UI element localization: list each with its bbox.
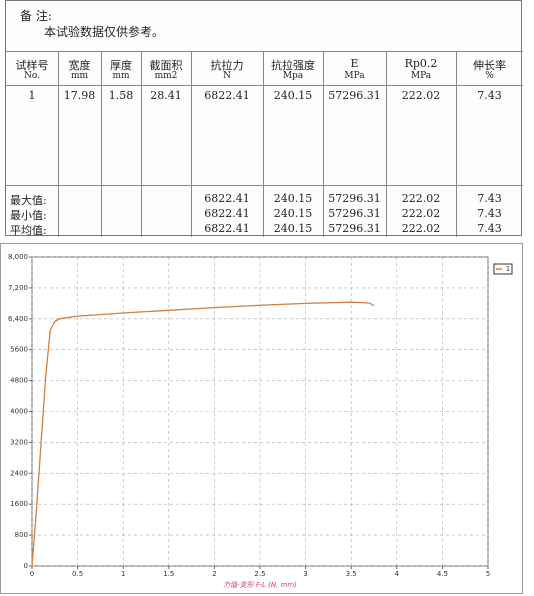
y-tick-label: 4800 — [10, 377, 28, 385]
column-header: 试样号 — [15, 59, 49, 72]
stat-value: 222.02 — [401, 207, 441, 220]
y-tick-label: 6,400 — [8, 315, 28, 323]
row-line — [6, 51, 523, 52]
column-header: 宽度 — [68, 59, 91, 72]
stat-label: 平均值: — [10, 224, 47, 237]
table-cell: 57296.31 — [328, 89, 381, 102]
y-tick-label: 800 — [15, 531, 28, 539]
x-tick-label: 4.5 — [437, 570, 448, 578]
x-tick-label: 0 — [30, 570, 34, 578]
stat-value: 7.43 — [477, 207, 502, 220]
stat-value: 6822.41 — [204, 207, 250, 220]
y-tick-label: 4000 — [10, 408, 28, 416]
column-header: E — [350, 57, 359, 70]
stat-value: 57296.31 — [328, 207, 381, 220]
column-header: 截面积 — [149, 59, 183, 72]
column-header: 抗拉力 — [210, 59, 244, 72]
y-tick-label: 0 — [24, 562, 28, 570]
y-tick-label: 7,200 — [8, 284, 28, 292]
y-tick-label: 8,000 — [8, 253, 28, 261]
table-cell: 1.58 — [108, 89, 134, 102]
col-line — [456, 51, 457, 237]
col-line — [323, 51, 324, 237]
legend-label: 1 — [506, 265, 510, 273]
table-cell: 1 — [28, 89, 36, 102]
stat-value: 7.43 — [477, 192, 502, 205]
stat-value: 240.15 — [273, 222, 313, 235]
stat-value: 6822.41 — [204, 222, 250, 235]
report-sheet: 备 注: 本试验数据仅供参考。 试样号 No. 宽度 mm 厚度 mm 截面积 mm2 抗拉力 N… — [5, 0, 523, 237]
column-unit: % — [485, 71, 494, 81]
stat-value: 240.15 — [273, 192, 313, 205]
col-line — [386, 51, 387, 237]
stat-value: 7.43 — [477, 222, 502, 235]
stat-value: 57296.31 — [328, 192, 381, 205]
legend-box — [493, 263, 513, 275]
column-unit: N — [223, 71, 231, 81]
stat-value: 222.02 — [401, 222, 441, 235]
stat-value: 57296.31 — [328, 222, 381, 235]
stat-value: 222.02 — [401, 192, 441, 205]
x-tick-label: 2.5 — [254, 570, 265, 578]
column-unit: mm — [112, 71, 130, 81]
y-tick-label: 3200 — [10, 438, 28, 446]
x-tick-label: 1 — [121, 570, 125, 578]
column-unit: Mpa — [282, 71, 304, 81]
stat-label: 最大值: — [10, 194, 47, 207]
y-tick-label: 5600 — [10, 346, 28, 354]
column-unit: mm2 — [154, 71, 178, 81]
table-cell: 240.15 — [273, 89, 313, 102]
stat-value: 6822.41 — [204, 192, 250, 205]
column-unit: MPa — [410, 71, 432, 81]
col-line — [58, 51, 59, 237]
y-tick-label: 2400 — [10, 469, 28, 477]
row-line — [6, 85, 523, 86]
table-cell: 6822.41 — [204, 89, 250, 102]
col-line — [141, 51, 142, 237]
x-tick-label: 2 — [212, 570, 216, 578]
table-cell: 28.41 — [150, 89, 182, 102]
stat-label: 最小值: — [10, 209, 47, 222]
x-tick-label: 5 — [486, 570, 490, 578]
col-line — [101, 51, 102, 237]
x-axis-label: 力值-变形 F-L (N, mm) — [223, 581, 297, 589]
column-header: 伸长率 — [473, 59, 506, 72]
column-header: 抗拉强度 — [271, 59, 315, 72]
x-tick-label: 0.5 — [72, 570, 83, 578]
data-line — [31, 301, 375, 567]
col-line — [191, 51, 192, 237]
stat-value: 240.15 — [273, 207, 313, 220]
table-cell: 17.98 — [63, 89, 96, 102]
column-header: 厚度 — [110, 59, 132, 72]
row-line — [6, 185, 523, 186]
table-cell: 222.02 — [401, 89, 441, 102]
x-tick-label: 1.5 — [163, 570, 174, 578]
table-cell: 7.43 — [477, 89, 502, 102]
column-unit: No. — [24, 71, 40, 81]
column-unit: MPa — [344, 71, 365, 81]
remark-text: 本试验数据仅供参考。 — [44, 25, 165, 39]
chart: 0 800 1600 2400 3200 4000 4800 5600 6,400 7,200 8,… — [0, 243, 523, 594]
x-tick-label: 3.5 — [346, 570, 357, 578]
column-unit: mm — [70, 71, 89, 81]
col-line — [263, 51, 264, 237]
column-header: Rp0.2 — [404, 57, 438, 70]
remark-label: 备 注: — [20, 9, 52, 23]
x-tick-label: 3 — [303, 570, 307, 578]
x-tick-label: 4 — [395, 570, 400, 578]
y-tick-label: 1600 — [10, 500, 28, 508]
